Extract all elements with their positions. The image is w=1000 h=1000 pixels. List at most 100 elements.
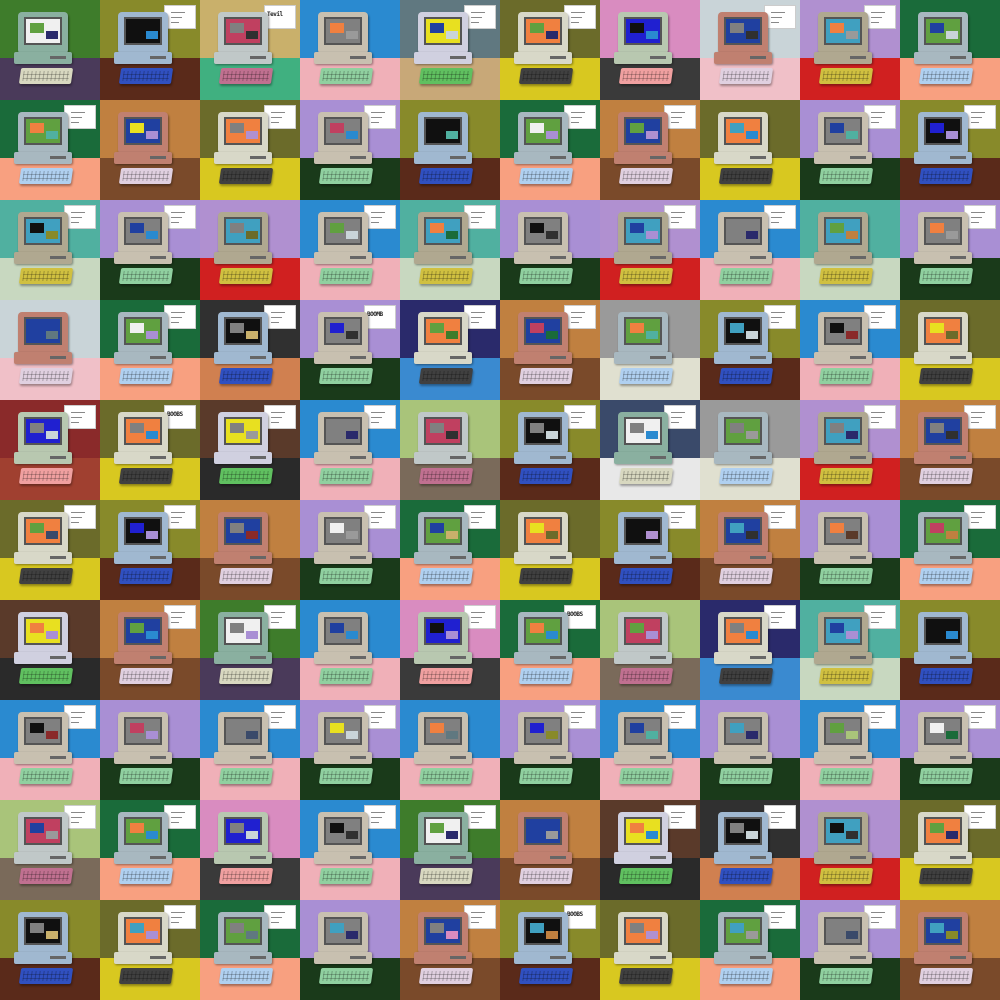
- screen-window: [430, 923, 444, 933]
- note-scribble: [971, 422, 979, 423]
- crt-monitor: [118, 912, 168, 954]
- monitor-screen: [124, 717, 162, 745]
- computer-base: [214, 552, 272, 564]
- keyboard: [818, 568, 874, 584]
- note-scribble: [171, 512, 185, 513]
- screen-window: [846, 931, 858, 939]
- floppy-drive: [950, 556, 966, 559]
- note-scribble: [71, 512, 85, 513]
- keyboard: [718, 668, 774, 684]
- floppy-drive: [550, 556, 566, 559]
- floppy-drive: [450, 156, 466, 159]
- note-scribble: [571, 317, 582, 318]
- floppy-drive: [850, 456, 866, 459]
- keyboard-keys: [22, 171, 70, 181]
- crt-monitor: [718, 912, 768, 954]
- floppy-drive: [650, 556, 666, 559]
- crt-monitor: [218, 212, 268, 254]
- keyboard-keys: [922, 171, 970, 181]
- crt-monitor: [18, 912, 68, 954]
- computer-tile: [800, 300, 900, 400]
- crt-monitor: [918, 712, 968, 754]
- monitor-screen: [224, 717, 262, 745]
- screen-window: [146, 431, 158, 439]
- screen-window: [430, 823, 444, 833]
- note-scribble: [671, 222, 679, 223]
- keyboard: [218, 468, 274, 484]
- computer-tile: [200, 900, 300, 1000]
- floppy-drive: [850, 356, 866, 359]
- note-scribble: [171, 822, 179, 823]
- keyboard-keys: [622, 371, 670, 381]
- crt-monitor: [618, 712, 668, 754]
- monitor-screen: [24, 117, 62, 145]
- monitor-screen: [224, 817, 262, 845]
- sticky-note: [164, 805, 196, 829]
- keyboard-keys: [622, 771, 670, 781]
- note-scribble: [171, 812, 185, 813]
- screen-window: [830, 323, 844, 333]
- crt-monitor: [418, 12, 468, 54]
- note-scribble: [371, 212, 385, 213]
- monitor-screen: [724, 117, 762, 145]
- keyboard-keys: [22, 971, 70, 981]
- monitor-screen: [924, 17, 962, 45]
- screen-window: [146, 131, 158, 139]
- screen-window: [530, 623, 544, 633]
- monitor-screen: [824, 717, 862, 745]
- floppy-drive: [350, 756, 366, 759]
- computer-tile: [500, 100, 600, 200]
- screen-window: [846, 131, 858, 139]
- monitor-screen: [324, 717, 362, 745]
- floppy-drive: [550, 956, 566, 959]
- keyboard-keys: [422, 871, 470, 881]
- computer-tile: Tevil: [200, 0, 300, 100]
- screen-window: [430, 123, 444, 133]
- keyboard: [518, 268, 574, 284]
- crt-monitor: [218, 612, 268, 654]
- floppy-drive: [50, 456, 66, 459]
- crt-monitor: [218, 512, 268, 554]
- screen-window: [930, 123, 944, 133]
- crt-monitor: [718, 712, 768, 754]
- computer-tile: [500, 300, 600, 400]
- computer-base: [14, 752, 72, 764]
- note-scribble: [371, 812, 385, 813]
- note-label: BOOBS: [567, 911, 583, 918]
- screen-window: [746, 131, 758, 139]
- screen-window: [30, 223, 44, 233]
- sticky-note: BOOBS: [564, 905, 596, 929]
- screen-window: [430, 223, 444, 233]
- screen-window: [846, 631, 858, 639]
- screen-window: [346, 631, 358, 639]
- screen-window: [946, 931, 958, 939]
- keyboard-keys: [522, 971, 570, 981]
- computer-tile: [800, 100, 900, 200]
- note-scribble: [671, 717, 682, 718]
- keyboard: [718, 768, 774, 784]
- note-scribble: [471, 217, 482, 218]
- computer-base: [914, 952, 972, 964]
- note-scribble: [471, 817, 482, 818]
- computer-base: [14, 552, 72, 564]
- computer-base: [614, 452, 672, 464]
- screen-window: [846, 331, 858, 339]
- computer-tile: [500, 200, 600, 300]
- note-scribble: [671, 812, 685, 813]
- note-scribble: [71, 212, 85, 213]
- sticky-note: [764, 5, 796, 29]
- keyboard-keys: [222, 671, 270, 681]
- monitor-screen: [524, 217, 562, 245]
- keyboard-keys: [222, 71, 270, 81]
- screen-window: [930, 523, 944, 533]
- floppy-drive: [850, 956, 866, 959]
- computer-base: [314, 452, 372, 464]
- note-scribble: [371, 112, 385, 113]
- keyboard-keys: [522, 871, 570, 881]
- computer-tile: [500, 500, 600, 600]
- monitor-screen: [324, 317, 362, 345]
- note-scribble: [871, 12, 885, 13]
- screen-window: [146, 331, 158, 339]
- sticky-note: [964, 705, 996, 729]
- keyboard: [518, 568, 574, 584]
